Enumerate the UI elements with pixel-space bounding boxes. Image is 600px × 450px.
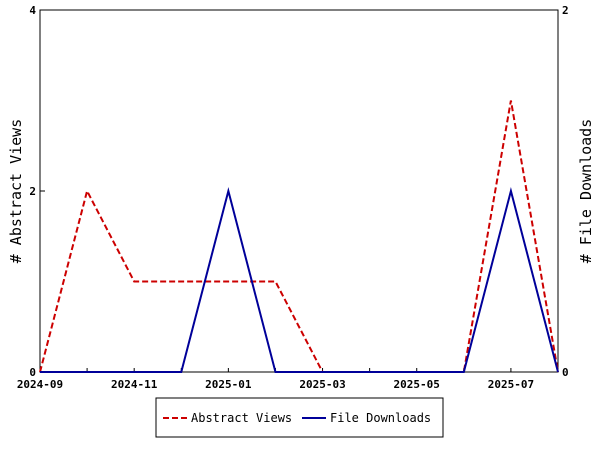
left-y-axis-title: # Abstract Views: [7, 119, 25, 264]
x-tick-label: 2024-09: [17, 378, 63, 391]
x-tick-label: 2025-03: [299, 378, 345, 391]
plot-area: [39, 9, 559, 373]
x-tick-label: 2025-07: [488, 378, 534, 391]
x-tick-label: 2025-05: [394, 378, 440, 391]
series-line-file-downloads: [40, 187, 559, 373]
right-y-tick-label: 0: [562, 366, 569, 379]
right-y-tick-labels: 02: [562, 4, 569, 379]
legend-box: [155, 397, 444, 438]
legend-label-abstract-views: Abstract Views: [191, 411, 292, 425]
right-y-tick-label: 2: [562, 4, 569, 17]
legend: Abstract Views File Downloads: [155, 397, 444, 438]
left-y-tick-label: 0: [29, 366, 36, 379]
legend-label-file-downloads: File Downloads: [330, 411, 431, 425]
left-y-tick-label: 2: [29, 185, 36, 198]
series-line-abstract-views: [39, 100, 559, 373]
left-y-tick-labels: 0 2 4: [29, 4, 36, 379]
x-tick-labels: 2024-09 2024-11 2025-01 2025-03 2025-05 2025-…: [17, 378, 534, 391]
x-tick-label: 2025-01: [205, 378, 252, 391]
right-y-axis-title: # File Downloads: [577, 119, 595, 264]
x-tick-label: 2024-11: [111, 378, 158, 391]
series-lines: [39, 100, 559, 373]
left-y-tick-label: 4: [29, 4, 36, 17]
